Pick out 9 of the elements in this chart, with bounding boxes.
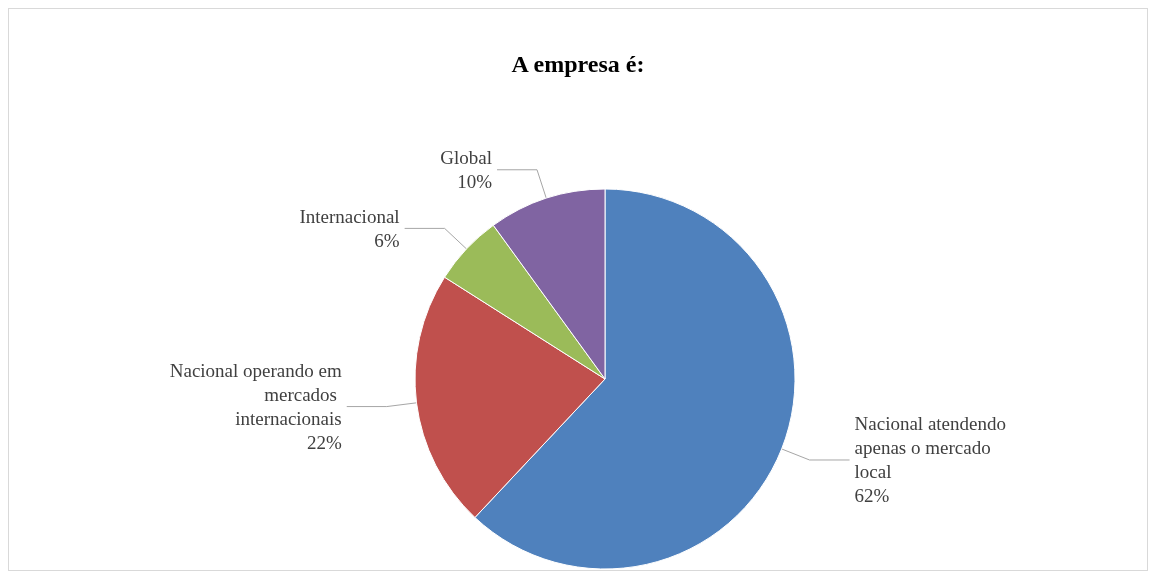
chart-title: A empresa é: [511,51,645,77]
data-label: 6% [374,229,400,251]
data-label: 10% [457,171,493,193]
slice-label: Nacional atendendo apenas o mercado local [854,413,1011,483]
slice-label: Nacional operando em mercados internacionais [169,360,342,430]
data-label: 62% [854,485,890,507]
slice-label: Internacional [299,205,400,227]
data-label: 22% [306,432,342,454]
slice-label: Global [440,147,493,169]
